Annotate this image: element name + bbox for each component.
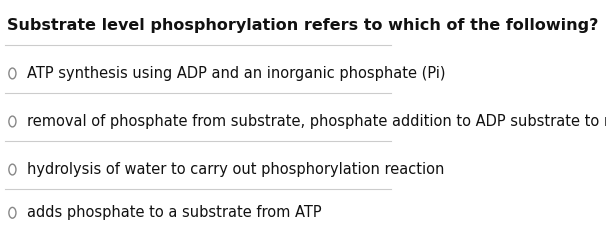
Ellipse shape [9,68,16,79]
Ellipse shape [9,164,16,175]
Text: adds phosphate to a substrate from ATP: adds phosphate to a substrate from ATP [27,205,322,220]
Text: ATP synthesis using ADP and an inorganic phosphate (Pi): ATP synthesis using ADP and an inorganic… [27,66,445,81]
Ellipse shape [9,207,16,218]
Text: removal of phosphate from substrate, phosphate addition to ADP substrate to make: removal of phosphate from substrate, pho… [27,114,606,129]
Text: hydrolysis of water to carry out phosphorylation reaction: hydrolysis of water to carry out phospho… [27,162,444,177]
Ellipse shape [9,116,16,127]
Text: Substrate level phosphorylation refers to which of the following?: Substrate level phosphorylation refers t… [7,18,598,33]
